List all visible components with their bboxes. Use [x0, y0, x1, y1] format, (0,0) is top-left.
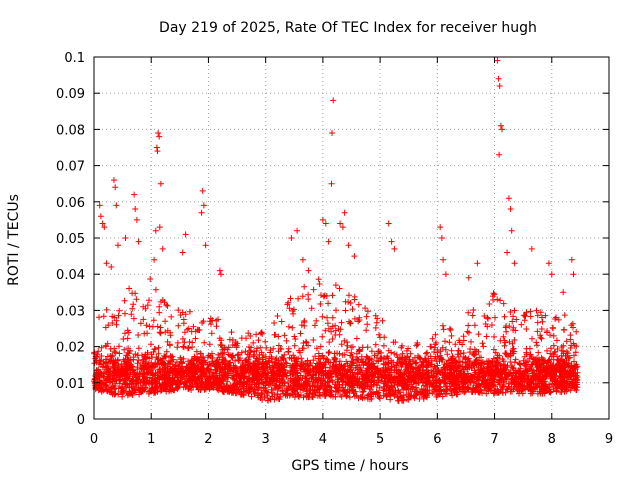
y-tick-label: 0.06 [56, 196, 85, 211]
x-tick-label: 2 [204, 432, 212, 447]
y-tick-label: 0.02 [56, 341, 85, 356]
y-tick-label: 0.01 [56, 377, 85, 392]
x-tick-label: 9 [605, 432, 613, 447]
x-tick-label: 3 [262, 432, 270, 447]
x-tick-label: 8 [548, 432, 556, 447]
y-tick-labels: 0 0.01 0.02 0.03 0.04 0.05 0.06 0.07 0.08 0.09 0.1 [56, 51, 85, 428]
x-axis-label: GPS time / hours [291, 458, 408, 474]
y-tick-label: 0.1 [64, 51, 85, 66]
y-tick-label: 0.07 [56, 160, 85, 175]
y-tick-label: 0 [77, 413, 85, 428]
y-tick-label: 0.03 [56, 304, 85, 319]
x-tick-label: 6 [433, 432, 441, 447]
x-tick-label: 5 [376, 432, 384, 447]
data-point-markers [91, 57, 581, 404]
x-tick-label: 0 [90, 432, 98, 447]
x-tick-label: 4 [319, 432, 327, 447]
axis-ticks [93, 56, 610, 420]
y-tick-label: 0.05 [56, 232, 85, 247]
data-points [91, 57, 581, 404]
y-tick-label: 0.04 [56, 268, 85, 283]
x-tick-labels: 0 1 2 3 4 5 6 7 8 9 [90, 432, 613, 447]
y-tick-label: 0.08 [56, 123, 85, 138]
y-tick-label: 0.09 [56, 87, 85, 102]
grid-lines [94, 57, 609, 419]
x-tick-label: 7 [490, 432, 498, 447]
y-axis-label: ROTI / TECUs [6, 194, 22, 286]
chart-title: Day 219 of 2025, Rate Of TEC Index for r… [159, 20, 537, 36]
x-tick-label: 1 [147, 432, 155, 447]
